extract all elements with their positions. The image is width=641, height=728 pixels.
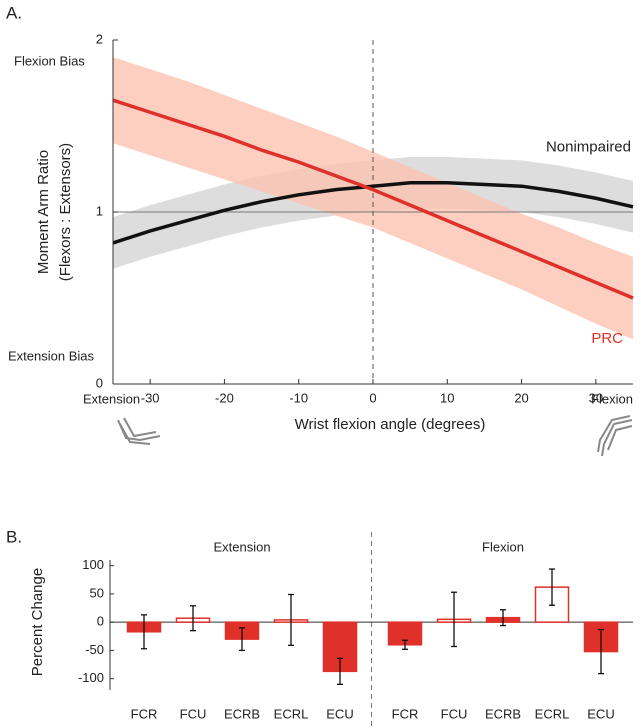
x-tick-label: FCU (441, 706, 468, 721)
x-tick-label: ECRB (485, 706, 521, 721)
x-tick-label: 10 (440, 390, 454, 405)
y-axis-label: Percent Change (29, 568, 46, 676)
y-tick-label: -100 (78, 670, 104, 685)
x-tick-label: -10 (289, 390, 308, 405)
y-axis-label: (Flexors : Extensors) (57, 143, 74, 281)
annotation: Flexion Bias (14, 53, 85, 68)
y-tick-label: -50 (85, 642, 104, 657)
x-tick-label: ECU (587, 706, 614, 721)
y-tick-label: 50 (90, 585, 104, 600)
y-tick-label: 2 (96, 31, 103, 46)
x-tick-label: -20 (215, 390, 234, 405)
x-tick-label: FCR (392, 706, 419, 721)
hand-icons (117, 415, 633, 457)
group-label: Extension (213, 539, 270, 554)
annotation: Extension (83, 391, 140, 406)
x-tick-label: 0 (369, 390, 376, 405)
x-tick-label: FCR (131, 706, 158, 721)
line (112, 98, 634, 300)
x-tick-label: 30 (589, 390, 603, 405)
panel-label: A. (6, 3, 22, 22)
y-axis-label: Moment Arm Ratio (35, 150, 52, 274)
x-tick-label: -30 (141, 390, 160, 405)
y-tick-label: 100 (82, 557, 104, 572)
x-tick-label: ECRB (224, 706, 260, 721)
y-tick-label: 1 (96, 203, 103, 218)
x-tick-label: ECRL (535, 706, 570, 721)
panel-label: B. (6, 527, 22, 546)
x-tick-label: 20 (514, 390, 528, 405)
annotation: Flexion (591, 391, 633, 406)
series-label: Nonimpaired (546, 139, 631, 156)
group-label: Flexion (482, 539, 524, 554)
line (112, 181, 634, 245)
annotation: Extension Bias (8, 348, 94, 363)
x-tick-label: ECU (326, 706, 353, 721)
x-axis-label: Wrist flexion angle (degrees) (295, 416, 486, 433)
series-label: PRC (591, 330, 623, 347)
confidence-band (113, 57, 633, 340)
y-tick-label: 0 (97, 614, 104, 629)
x-tick-label: ECRL (274, 706, 309, 721)
x-tick-label: FCU (180, 706, 207, 721)
y-tick-label: 0 (96, 375, 103, 390)
